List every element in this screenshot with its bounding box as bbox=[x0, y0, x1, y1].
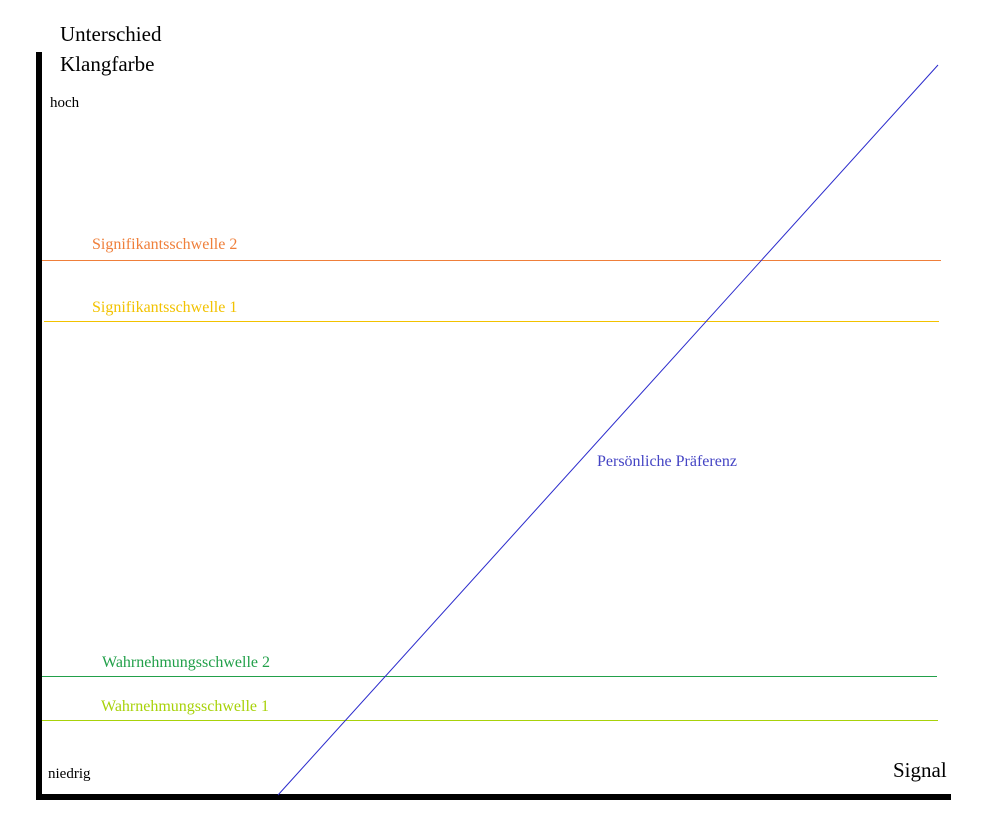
preference-line bbox=[277, 64, 939, 796]
y-high-label: hoch bbox=[50, 95, 80, 111]
threshold-label: Signifikantsschwelle 2 bbox=[92, 236, 237, 253]
y-low-label: niedrig bbox=[48, 766, 91, 782]
threshold-label: Wahrnehmungsschwelle 1 bbox=[101, 698, 269, 715]
y-axis-title: Unterschied bbox=[60, 22, 162, 46]
x-axis-title: Signal bbox=[893, 758, 947, 782]
preference-label: Persönliche Präferenz bbox=[597, 453, 737, 470]
y-axis-title: Klangfarbe bbox=[60, 52, 154, 76]
threshold-label: Wahrnehmungsschwelle 2 bbox=[102, 654, 270, 671]
threshold-label: Signifikantsschwelle 1 bbox=[92, 299, 237, 316]
